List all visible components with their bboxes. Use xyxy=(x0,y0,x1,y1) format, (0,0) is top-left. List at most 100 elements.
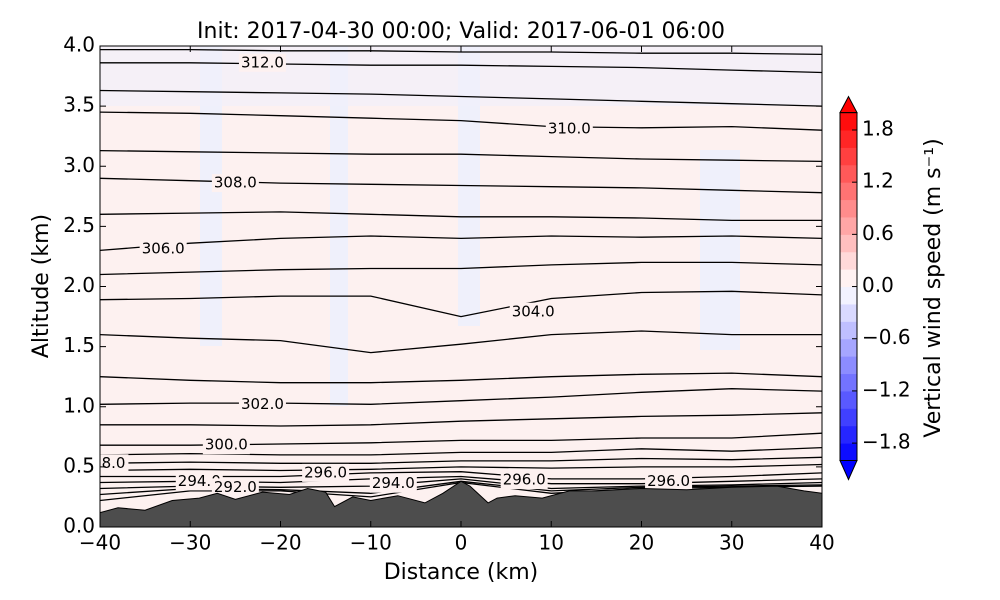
colorbar-tick-label: 1.2 xyxy=(862,169,894,193)
contour-label-bg xyxy=(202,436,250,455)
contour-label: 8.0 xyxy=(102,454,126,472)
colorbar-band xyxy=(840,321,857,340)
contour-label-bg xyxy=(238,395,286,414)
colorbar: 1.8 1.2 0.6 0.0 −0.6 −1.2 −1.8 xyxy=(839,95,911,481)
colorbar-band xyxy=(840,251,857,270)
terrain xyxy=(100,480,822,527)
contour-label-bg xyxy=(369,474,417,493)
contour-line xyxy=(100,261,822,276)
contour-line xyxy=(100,330,822,354)
contour-label: 296.0 xyxy=(503,471,546,489)
colorbar-band xyxy=(840,269,857,288)
contour-label-bg xyxy=(211,174,259,193)
colorbar-band xyxy=(840,425,857,444)
colorbar-tick-label: 0.0 xyxy=(862,273,894,297)
colorbar-band xyxy=(840,182,857,201)
contour-line xyxy=(100,235,822,252)
y-tick-label: 4.0 xyxy=(63,33,95,57)
x-tick-label: −40 xyxy=(79,531,121,555)
contour-line xyxy=(100,211,822,222)
colorbar-band xyxy=(840,303,857,322)
contour-line xyxy=(100,149,822,163)
y-tick-label: 0.5 xyxy=(63,453,95,477)
colorbar-band xyxy=(840,147,857,166)
colorbar-band xyxy=(840,112,857,131)
colorbar-band xyxy=(840,443,857,461)
colorbar-tick-label: −1.8 xyxy=(862,430,911,454)
colorbar-band xyxy=(840,216,857,235)
background-shading xyxy=(100,46,822,527)
colorbar-tick-label: −1.2 xyxy=(862,377,911,401)
contour-label: 310.0 xyxy=(548,119,591,137)
contour-label: 300.0 xyxy=(205,436,248,454)
colorbar-label: Vertical wind speed (m s⁻¹) xyxy=(921,138,946,437)
chart-title: Init: 2017-04-30 00:00; Valid: 2017-06-0… xyxy=(197,19,725,44)
colorbar-band xyxy=(840,390,857,409)
shading xyxy=(700,150,740,350)
contour-label: 312.0 xyxy=(241,53,284,71)
contour-line xyxy=(100,62,822,74)
x-tick-label: −30 xyxy=(169,531,211,555)
contour-line xyxy=(100,412,822,427)
y-tick-label: 3.5 xyxy=(63,93,95,117)
x-tick-label: −10 xyxy=(350,531,392,555)
colorbar-extend xyxy=(839,95,858,114)
contour-label-bg xyxy=(175,472,223,491)
contour-line xyxy=(100,388,822,405)
contour-label-bg xyxy=(509,302,557,321)
x-tick-label: 40 xyxy=(809,531,834,555)
x-axis-label: Distance (km) xyxy=(384,560,539,585)
y-tick-label: 1.5 xyxy=(63,333,95,357)
contour-label-bg xyxy=(302,463,350,482)
colorbar-tick-label: 0.6 xyxy=(862,221,894,245)
contour-label-bg xyxy=(500,471,548,490)
y-axis-label: Altitude (km) xyxy=(29,214,54,358)
contour-label-bg xyxy=(139,240,187,259)
contour-label-bg xyxy=(645,472,693,491)
contour-line xyxy=(100,89,822,107)
contour-label: 296.0 xyxy=(304,463,347,481)
y-tick-label: 3.0 xyxy=(63,153,95,177)
contour-label-bg xyxy=(545,119,593,138)
x-tick-label: 0 xyxy=(455,531,468,555)
colorbar-band xyxy=(840,199,857,218)
contour-label-bg xyxy=(100,454,129,473)
contour-line xyxy=(100,290,822,318)
contour-label: 302.0 xyxy=(241,395,284,413)
contour-label: 296.0 xyxy=(647,472,690,490)
contour-label: 304.0 xyxy=(512,302,555,320)
y-tick-label: 2.0 xyxy=(63,273,95,297)
contour-line xyxy=(100,456,822,464)
shading xyxy=(330,46,348,406)
contour-label: 306.0 xyxy=(142,240,185,258)
plot-area: 312.0 310.0 308.0 306.0 304.0 302.0 300.0 8.0 29… xyxy=(100,48,822,527)
colorbar-band xyxy=(840,408,857,427)
contour-label: 292.0 xyxy=(214,478,257,496)
colorbar-extend xyxy=(839,460,858,481)
x-tick-label: 20 xyxy=(629,531,654,555)
contour-label: 308.0 xyxy=(214,174,257,192)
contour-label: 294.0 xyxy=(372,474,415,492)
y-tick-label: 2.5 xyxy=(63,213,95,237)
contour-label-bg xyxy=(211,478,259,497)
colorbar-tick-label: −0.6 xyxy=(862,325,911,349)
colorbar-band xyxy=(840,129,857,148)
colorbar-band xyxy=(840,356,857,375)
y-tick-label: 0.0 xyxy=(63,514,95,538)
y-tick-label: 1.0 xyxy=(63,393,95,417)
colorbar-band xyxy=(840,234,857,253)
contour-label-bg xyxy=(238,53,286,72)
colorbar-band xyxy=(840,338,857,357)
contour-line xyxy=(100,463,822,472)
x-tick-label: 10 xyxy=(539,531,564,555)
x-tick-label: 30 xyxy=(719,531,744,555)
contour-line xyxy=(100,111,822,131)
colorbar-tick-label: 1.8 xyxy=(862,116,894,140)
contour-label: 294.0 xyxy=(178,472,221,490)
colorbar-band xyxy=(840,286,857,305)
colorbar-band xyxy=(840,373,857,392)
x-tick-label: −20 xyxy=(259,531,301,555)
contour-line xyxy=(100,372,822,384)
colorbar-band xyxy=(840,164,857,183)
